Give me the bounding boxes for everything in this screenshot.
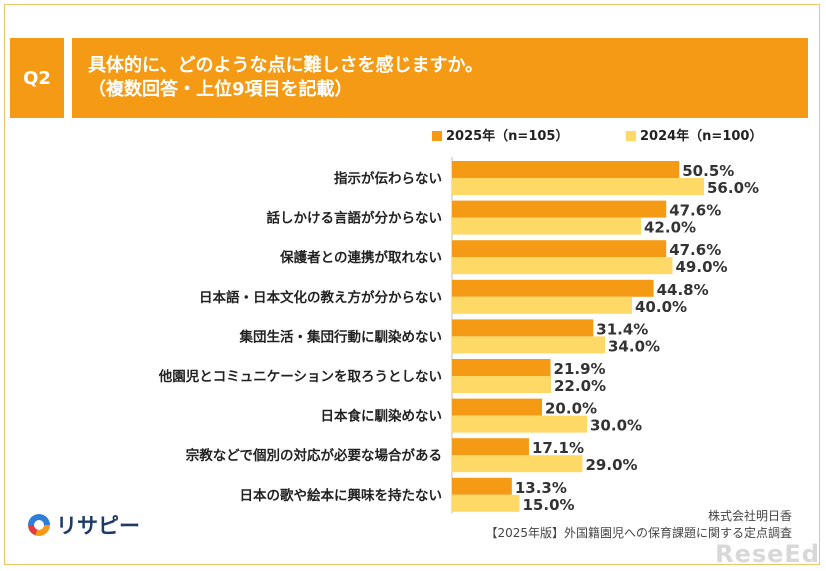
bar-2024 — [452, 494, 520, 512]
source-survey: 【2025年版】外国籍園児への保育課題に関する定点調査 — [485, 526, 792, 540]
bar-2025 — [452, 279, 654, 297]
data-label: 15.0% — [523, 496, 575, 514]
category-label: 宗教などで個別の対応が必要な場合がある — [186, 447, 442, 464]
source-company: 株式会社明日香 — [707, 509, 792, 523]
bar-2025 — [452, 438, 529, 456]
bar-2024 — [452, 376, 551, 393]
category-label: 日本食に馴染めない — [321, 408, 443, 425]
source-note: 株式会社明日香 【2025年版】外国籍園児への保育課題に関する定点調査 — [485, 508, 792, 542]
data-label: 13.3% — [515, 479, 567, 497]
data-label: 30.0% — [590, 417, 642, 435]
data-label: 50.5% — [682, 162, 734, 180]
question-title-box: 具体的に、どのような点に難しさを感じますか。 （複数回答・上位9項目を記載） — [72, 38, 808, 118]
category-label: 保護者との連携が取れない — [279, 249, 442, 266]
legend-swatch — [432, 131, 442, 141]
bar-2025 — [452, 319, 594, 337]
bar-2024 — [452, 455, 583, 473]
category-label: 指示が伝わらない — [334, 170, 442, 187]
logo-text: リサピー — [56, 514, 140, 538]
data-label: 21.9% — [554, 360, 606, 378]
data-label: 29.0% — [586, 456, 638, 474]
bar-2025 — [452, 240, 667, 258]
data-label: 34.0% — [608, 337, 660, 355]
legend-swatch — [626, 131, 636, 141]
logo-mark-icon — [28, 514, 50, 536]
watermark: ReseEd — [715, 540, 820, 568]
legend-label: 2024年（n=100） — [640, 128, 762, 144]
bar-2025 — [452, 161, 680, 178]
data-label: 42.0% — [644, 219, 696, 237]
legend-label: 2025年（n=105） — [446, 128, 568, 144]
bar-2024 — [452, 336, 605, 354]
bar-2024 — [452, 217, 641, 235]
category-label: 日本語・日本文化の教え方が分からない — [199, 289, 442, 306]
data-label: 47.6% — [669, 241, 721, 259]
risapi-logo: リサピー — [28, 510, 140, 540]
category-label: 集団生活・集団行動に馴染めない — [239, 328, 443, 345]
data-label: 31.4% — [596, 320, 648, 338]
bar-2024 — [452, 415, 587, 433]
category-label: 他園児とコミュニケーションを取ろうとしない — [158, 368, 442, 385]
category-label: 話しかける言語が分からない — [267, 210, 443, 227]
question-badge: Q2 — [10, 38, 64, 118]
data-label: 49.0% — [676, 258, 728, 276]
data-label: 20.0% — [545, 400, 597, 418]
data-label: 40.0% — [635, 298, 687, 316]
data-label: 44.8% — [657, 281, 709, 299]
category-label: 日本の歌や絵本に興味を持たない — [240, 487, 443, 504]
bar-2024 — [452, 296, 632, 314]
question-title: 具体的に、どのような点に難しさを感じますか。 — [88, 55, 484, 76]
bar-2025 — [452, 477, 512, 495]
question-subtitle: （複数回答・上位9項目を記載） — [88, 79, 353, 100]
bar-2024 — [452, 257, 673, 275]
data-label: 47.6% — [669, 202, 721, 220]
bar-2024 — [452, 178, 704, 195]
data-label: 56.0% — [707, 179, 759, 197]
bar-2025 — [452, 359, 551, 376]
bar-2025 — [452, 398, 542, 416]
data-label: 22.0% — [554, 377, 606, 395]
data-label: 17.1% — [532, 439, 584, 457]
figure-frame — [4, 4, 820, 565]
bar-2025 — [452, 200, 667, 218]
